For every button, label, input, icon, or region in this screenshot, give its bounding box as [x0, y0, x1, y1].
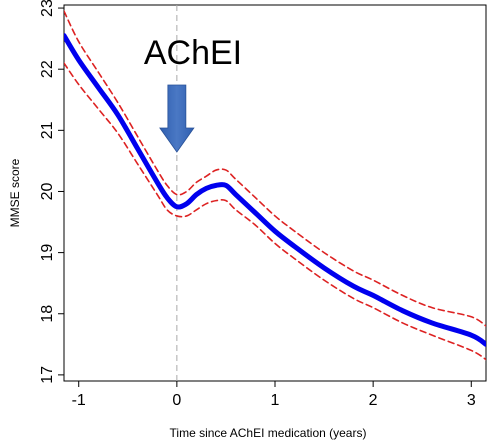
- y-tick-label: 21: [39, 121, 56, 139]
- y-axis-title: MMSE score: [8, 158, 22, 227]
- x-axis-title: Time since AChEI medication (years): [170, 426, 367, 440]
- annotation-label: AChEI: [144, 34, 242, 72]
- series-line-upper-ci: [64, 10, 486, 327]
- annotation-arrow: [159, 84, 195, 153]
- x-tick-label: 1: [271, 392, 280, 409]
- series-layer: [64, 10, 486, 361]
- series-line-lower-ci: [64, 62, 486, 361]
- annotation-layer: AChEI: [144, 34, 242, 153]
- y-tick-label: 20: [39, 182, 56, 200]
- series-line-estimate: [64, 33, 486, 347]
- y-axis-ticks: 17 18 19 20 21 22 23: [39, 0, 64, 384]
- x-tick-label: 0: [172, 392, 181, 409]
- y-tick-label: 19: [39, 244, 56, 262]
- y-tick-label: 17: [39, 366, 56, 384]
- y-tick-label: 22: [39, 60, 56, 78]
- x-axis-ticks: -1 0 1 2 3: [72, 381, 476, 409]
- y-tick-label: 23: [39, 0, 56, 17]
- x-tick-label: -1: [72, 392, 86, 409]
- y-tick-label: 18: [39, 305, 56, 323]
- plot-frame: [63, 4, 487, 382]
- x-tick-label: 2: [369, 392, 378, 409]
- x-tick-label: 3: [467, 392, 476, 409]
